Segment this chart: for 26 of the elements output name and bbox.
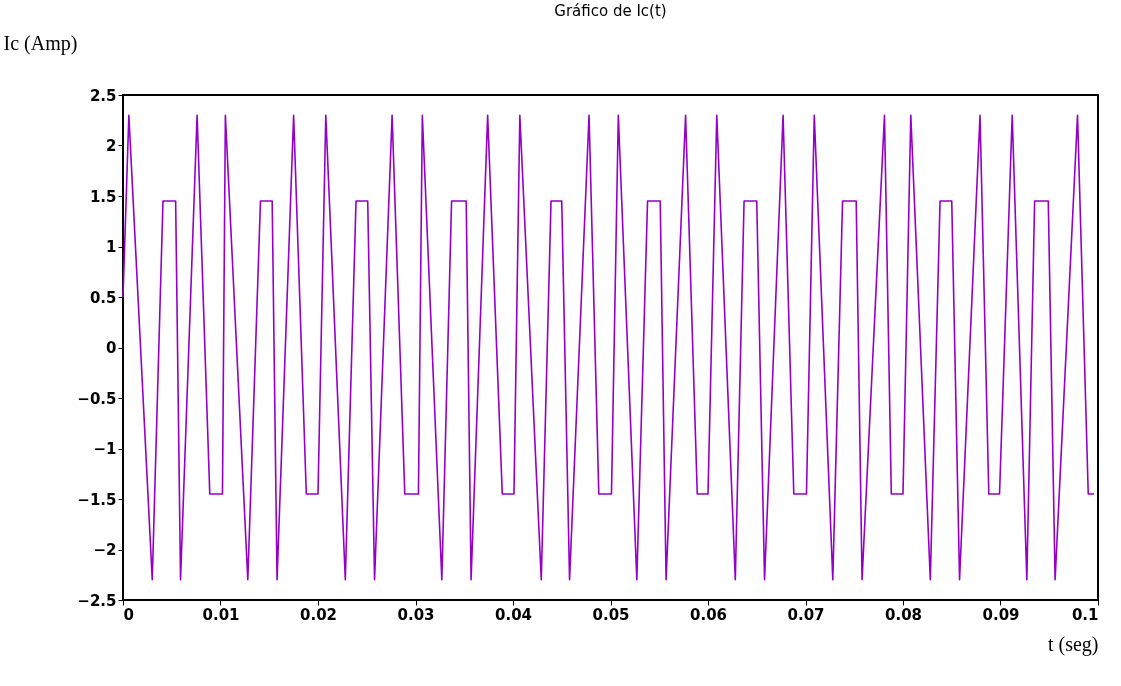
y-tick-label: 0.5 xyxy=(89,288,117,307)
x-tick-label: 0.1 xyxy=(1071,605,1099,624)
y-tick-label: 1 xyxy=(106,238,117,256)
x-tick-label: 0.07 xyxy=(787,605,825,624)
x-tick-label: 0.01 xyxy=(202,605,240,624)
x-tick-label: 0.04 xyxy=(494,605,533,624)
y-tick-label: −2 xyxy=(93,541,117,559)
x-tick-label: 0 xyxy=(123,605,134,624)
line-series xyxy=(122,114,1095,581)
y-tick-label: −0.5 xyxy=(77,389,117,408)
y-tick-label: −1 xyxy=(93,440,117,458)
y-tick-label: 0 xyxy=(106,339,117,357)
y-tick-label: −2.5 xyxy=(77,591,117,610)
x-tick-label: 0.09 xyxy=(982,605,1020,624)
x-tick-label: 0.02 xyxy=(299,605,338,624)
y-tick-label: −1.5 xyxy=(77,490,117,509)
y-axis-title: Ic (Amp) xyxy=(3,31,78,55)
y-tick-label: 1.5 xyxy=(89,187,117,206)
x-tick-label: 0.06 xyxy=(689,605,728,624)
x-tick-label: 0.03 xyxy=(397,605,435,624)
x-tick-label: 0.05 xyxy=(592,605,630,624)
x-axis-title: t (seg) xyxy=(1047,632,1099,656)
y-tick-label: 2.5 xyxy=(89,86,117,105)
x-tick-label: 0.08 xyxy=(884,605,923,624)
chart-title: Gráfico de Ic(t) xyxy=(554,2,667,20)
y-tick-label: 2 xyxy=(106,137,117,155)
